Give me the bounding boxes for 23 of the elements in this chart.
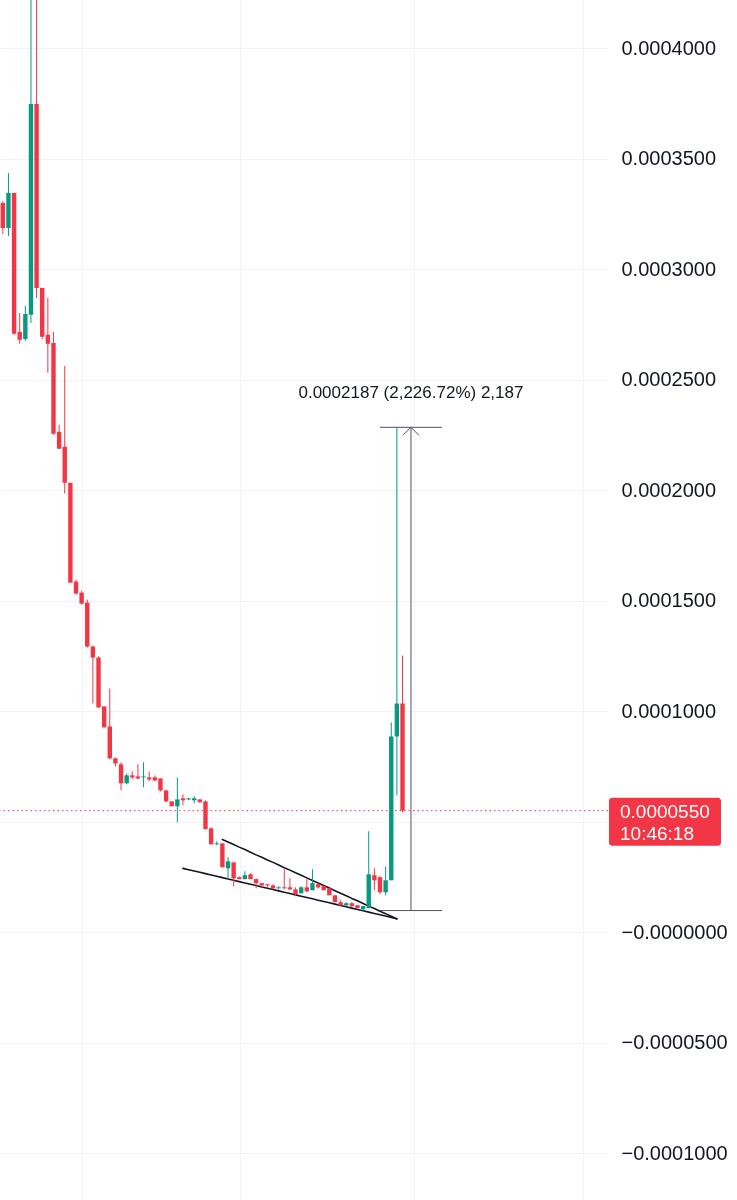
y-tick-label: 0.0003500 [621, 147, 717, 170]
y-tick-label: 0.0001000 [621, 699, 717, 722]
ref-line-label: 0.0000550 [620, 800, 710, 822]
y-tick-label: 0.0004000 [621, 36, 717, 59]
candlestick [141, 761, 146, 788]
candlestick [282, 868, 287, 890]
candlestick [17, 312, 22, 345]
candlestick [383, 865, 388, 896]
y-tick-label: −0.0001000 [621, 1141, 728, 1164]
candlestick [90, 644, 96, 705]
candlestick [253, 877, 259, 889]
y-tick-label: −0.0000000 [621, 920, 728, 943]
y-tick-label: 0.0002500 [621, 368, 717, 391]
candlestick [118, 761, 124, 791]
annotation: 0.0002187 (2,226.72%) 2,187 [298, 383, 524, 403]
y-tick-label: 0.0003000 [621, 257, 717, 280]
candlestick [175, 776, 180, 823]
y-tick-label: 0.0002000 [621, 478, 717, 501]
text: 10:46:18 [620, 822, 694, 844]
candlestick [242, 870, 248, 880]
candlestick [225, 856, 231, 880]
y-tick-label: 0.0001500 [621, 589, 717, 612]
y-tick-label: −0.0000500 [621, 1031, 728, 1054]
